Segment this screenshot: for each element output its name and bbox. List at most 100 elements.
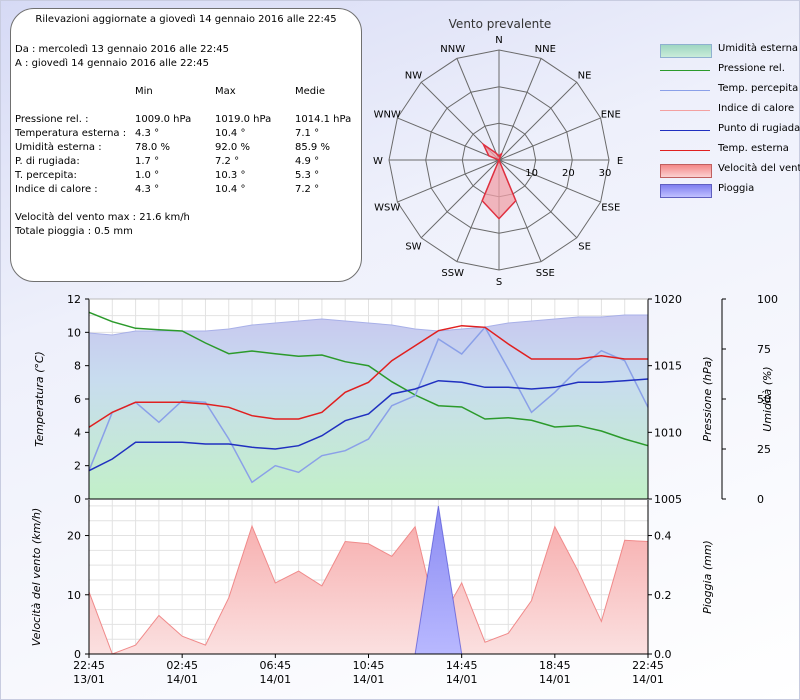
- period-to: A : giovedì 14 gennaio 2016 alle 22:45: [15, 58, 209, 69]
- y-tick-label: 8: [74, 360, 81, 373]
- row-avg: 1014.1 hPa: [295, 114, 352, 125]
- rose-direction-label: WNW: [374, 110, 401, 121]
- humidity-axis-title: Umidità (%): [761, 366, 774, 431]
- rose-spoke: [498, 58, 542, 161]
- x-tick-date: 14/01: [446, 673, 478, 686]
- row-avg: 5.3 °: [295, 170, 320, 181]
- x-tick-label: 10:45: [353, 659, 385, 672]
- x-tick-label: 02:45: [166, 659, 198, 672]
- x-tick-label: 22:45: [73, 659, 105, 672]
- row-avg: 7.2 °: [295, 184, 320, 195]
- y-tick-label: 12: [67, 293, 81, 306]
- rose-wind-area: [481, 142, 517, 220]
- y-tick-label: 0: [74, 648, 81, 661]
- rose-direction-label: NW: [405, 70, 422, 81]
- dew-point-line: [88, 378, 649, 472]
- legend-item-temperature: Temp. esterna: [660, 143, 800, 157]
- rose-direction-label: SE: [578, 242, 591, 253]
- rose-spoke: [498, 81, 578, 161]
- rose-spoke: [397, 159, 500, 203]
- row-min: 4.3 °: [135, 184, 160, 195]
- wind-area: [89, 526, 648, 654]
- legend-swatch: [660, 130, 710, 131]
- pressure-tick-label: 1015: [654, 360, 682, 373]
- row-max: 92.0 %: [215, 142, 250, 153]
- row-label: Umidità esterna :: [15, 142, 102, 153]
- wind-max-text: Velocità del vento max : 21.6 km/h: [15, 212, 190, 223]
- legend-swatch: [660, 150, 710, 151]
- legend-label: Pressione rel.: [718, 63, 785, 74]
- period-from: Da : mercoledì 13 gennaio 2016 alle 22:4…: [15, 44, 229, 55]
- y-tick-label: 20: [67, 530, 81, 543]
- y-tick-label: 10: [67, 326, 81, 339]
- rose-direction-label: W: [373, 156, 383, 167]
- rose-spoke: [397, 117, 500, 161]
- x-tick-date: 14/01: [539, 673, 571, 686]
- rain-total-text: Totale pioggia : 0.5 mm: [15, 226, 133, 237]
- legend-item-rain: Pioggia: [660, 183, 800, 198]
- legend-item-wind-speed: Velocità del vento: [660, 163, 800, 178]
- pressure-tick-label: 1020: [654, 293, 682, 306]
- x-tick-date: 14/01: [166, 673, 198, 686]
- rose-direction-label: E: [617, 156, 623, 167]
- pressure-axis-title: Pressione (hPa): [701, 356, 714, 441]
- legend-item-pressure: Pressione rel.: [660, 63, 800, 77]
- rose-direction-label: NNW: [440, 44, 465, 55]
- legend-item-heat-index: Indice di calore: [660, 103, 800, 117]
- row-min: 1.7 °: [135, 156, 160, 167]
- humidity-area: [89, 315, 648, 499]
- legend-swatch: [660, 110, 710, 111]
- row-label: Indice di calore :: [15, 184, 98, 195]
- rain-axis-title: Pioggia (mm): [701, 540, 714, 614]
- wind-rose: N NNE NE ENE E ESE SE SSE S SSW SW WSW W WNW NW NNW 10 20…: [373, 35, 623, 288]
- legend-item-humidity: Umidità esterna: [660, 43, 800, 58]
- pressure-tick-label: 1010: [654, 426, 682, 439]
- x-tick-label: 06:45: [259, 659, 291, 672]
- temperature-line: [88, 324, 648, 428]
- row-min: 1009.0 hPa: [135, 114, 192, 125]
- row-min: 4.3 °: [135, 128, 160, 139]
- legend-label: Temp. esterna: [718, 143, 789, 154]
- humidity-tick-label: 100: [757, 293, 778, 306]
- x-tick-date: 14/01: [259, 673, 291, 686]
- legend-swatch: [660, 70, 710, 71]
- rose-direction-label: SW: [405, 242, 421, 253]
- rose-ring-label: 30: [599, 168, 612, 179]
- rose-direction-label: NNE: [535, 44, 556, 55]
- rose-direction-label: ENE: [601, 110, 621, 121]
- rose-direction-label: NE: [578, 70, 592, 81]
- legend-swatch: [660, 184, 712, 198]
- wind-line: [88, 524, 649, 655]
- legend-label: Indice di calore: [718, 103, 795, 114]
- rose-direction-label: WSW: [374, 202, 400, 213]
- legend-swatch: [660, 44, 712, 58]
- rose-direction-label: N: [495, 35, 502, 46]
- pressure-line: [88, 311, 649, 447]
- y-tick-label: 6: [74, 393, 81, 406]
- legend-label: Pioggia: [718, 183, 755, 194]
- legend-swatch: [660, 90, 710, 91]
- col-header-min: Min: [135, 86, 153, 97]
- row-min: 78.0 %: [135, 142, 170, 153]
- wind-rose-title: Vento prevalente: [448, 17, 552, 31]
- row-label: T. percepita:: [15, 170, 77, 181]
- rose-spoke: [498, 159, 601, 203]
- summary-panel: Rilevazioni aggiornate a giovedì 14 genn…: [10, 8, 362, 282]
- row-max: 7.2 °: [215, 156, 240, 167]
- wind-rain-chart: 010200.00.20.422:4513/0102:4514/0106:451…: [30, 500, 714, 686]
- row-max: 10.4 °: [215, 184, 246, 195]
- col-header-max: Max: [215, 86, 236, 97]
- x-tick-label: 14:45: [446, 659, 478, 672]
- x-tick-date: 13/01: [73, 673, 105, 686]
- legend-label: Temp. percepita: [718, 83, 799, 94]
- legend-label: Umidità esterna: [718, 43, 799, 54]
- y-tick-label: 0: [74, 493, 81, 506]
- humidity-tick-label: 0: [757, 493, 764, 506]
- y-axis-title: Temperatura (°C): [33, 351, 46, 447]
- rose-spoke: [498, 117, 601, 161]
- rain-tick-label: 0.2: [654, 589, 672, 602]
- rose-spoke: [420, 159, 500, 239]
- legend-item-dew-point: Punto di rugiada: [660, 123, 800, 137]
- x-tick-date: 14/01: [353, 673, 385, 686]
